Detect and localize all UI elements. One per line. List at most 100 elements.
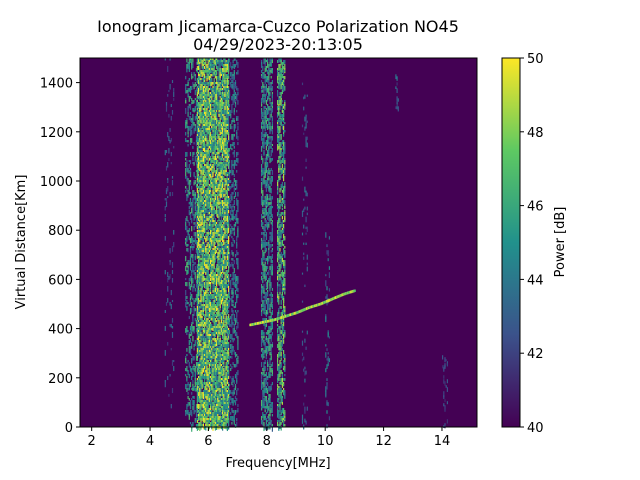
heatmap-cell xyxy=(208,158,210,161)
heatmap-cell xyxy=(211,150,213,153)
heatmap-cell xyxy=(265,92,267,96)
heatmap-cell xyxy=(213,248,215,251)
heatmap-cell xyxy=(193,128,195,134)
heatmap-cell xyxy=(220,378,222,382)
heatmap-cell xyxy=(210,356,212,360)
heatmap-cell xyxy=(194,216,196,219)
heatmap-cell xyxy=(210,396,212,402)
heatmap-cell xyxy=(233,100,235,103)
heatmap-cell xyxy=(216,274,218,277)
heatmap-cell xyxy=(226,386,228,389)
heatmap-cell xyxy=(264,74,266,80)
heatmap-cell xyxy=(237,264,239,268)
heatmap-cell xyxy=(195,366,198,369)
heatmap-cell xyxy=(202,228,204,234)
heatmap-cell xyxy=(208,316,210,319)
heatmap-cell xyxy=(261,354,263,358)
heatmap-cell xyxy=(213,126,215,129)
heatmap-cell xyxy=(223,134,225,137)
heatmap-cell xyxy=(207,374,209,378)
heatmap-cell xyxy=(232,238,234,242)
heatmap-cell xyxy=(206,200,208,203)
heatmap-cell xyxy=(234,386,237,391)
heatmap-cell xyxy=(210,278,212,281)
heatmap-cell xyxy=(212,90,214,93)
heatmap-cell xyxy=(201,298,203,301)
heatmap-cell xyxy=(218,214,220,217)
heatmap-cell xyxy=(201,416,203,421)
heatmap-cell xyxy=(199,146,201,149)
heatmap-cell xyxy=(201,140,203,144)
heatmap-cell xyxy=(206,376,208,380)
heatmap-cell xyxy=(220,60,222,63)
heatmap-cell xyxy=(224,72,226,75)
heatmap-cell xyxy=(228,228,230,234)
heatmap-cell xyxy=(233,82,235,85)
heatmap-cell xyxy=(199,72,201,75)
heatmap-cell xyxy=(222,266,224,270)
heatmap-cell xyxy=(201,248,203,251)
heatmap-cell xyxy=(189,88,192,94)
heatmap-cell xyxy=(233,392,235,395)
heatmap-cell xyxy=(214,238,216,242)
heatmap-cell xyxy=(225,244,227,248)
heatmap-cell xyxy=(200,294,202,299)
heatmap-cell xyxy=(228,226,230,230)
heatmap-cell xyxy=(225,286,227,292)
heatmap-cell xyxy=(225,330,227,333)
heatmap-cell xyxy=(218,316,220,320)
heatmap-cell xyxy=(226,420,228,424)
heatmap-cell xyxy=(218,124,220,128)
heatmap-cell xyxy=(196,340,198,343)
heatmap-cell xyxy=(211,332,213,337)
heatmap-cell xyxy=(201,66,203,70)
heatmap-cell xyxy=(207,106,209,109)
heatmap-cell xyxy=(261,276,263,280)
heatmap-cell xyxy=(201,184,203,187)
heatmap-cell xyxy=(212,420,214,423)
heatmap-cell xyxy=(216,298,218,301)
heatmap-cell xyxy=(217,162,219,165)
heatmap-cell xyxy=(198,404,200,409)
heatmap-cell xyxy=(223,160,225,164)
heatmap-cell xyxy=(233,118,235,122)
heatmap-cell xyxy=(187,190,189,193)
heatmap-cell xyxy=(216,338,218,342)
heatmap-cell xyxy=(202,274,204,277)
heatmap-cell xyxy=(218,282,220,286)
heatmap-cell xyxy=(200,142,202,146)
heatmap-cell xyxy=(224,356,226,361)
heatmap-cell xyxy=(210,230,212,234)
heatmap-cell xyxy=(220,186,222,190)
heatmap-cell xyxy=(223,422,225,427)
heatmap-cell xyxy=(196,386,198,392)
heatmap-cell xyxy=(213,72,215,75)
heatmap-cell xyxy=(213,292,215,295)
heatmap-cell xyxy=(211,168,213,172)
heatmap-cell xyxy=(213,188,215,191)
heatmap-cell xyxy=(194,78,196,81)
heatmap-cell xyxy=(225,90,227,93)
heatmap-cell xyxy=(213,308,215,311)
heatmap-cell xyxy=(211,310,213,313)
heatmap-cell xyxy=(214,366,216,369)
heatmap-cell xyxy=(212,278,214,281)
heatmap-cell xyxy=(198,242,200,248)
heatmap-cell xyxy=(206,214,208,217)
heatmap-cell xyxy=(226,198,228,201)
heatmap-cell xyxy=(200,352,202,356)
heatmap-cell xyxy=(264,62,266,66)
heatmap-cell xyxy=(202,360,204,364)
heatmap-cell xyxy=(216,102,218,105)
heatmap-cell xyxy=(228,292,230,298)
heatmap-cell xyxy=(213,204,215,207)
heatmap-cell xyxy=(231,398,233,404)
heatmap-cell xyxy=(228,288,231,294)
heatmap-cell xyxy=(192,298,194,301)
heatmap-cell xyxy=(214,334,216,338)
heatmap-cell xyxy=(192,76,194,79)
heatmap-cell xyxy=(214,378,216,381)
heatmap-cell xyxy=(228,102,230,108)
heatmap-cell xyxy=(198,176,200,181)
heatmap-cell xyxy=(262,144,264,148)
